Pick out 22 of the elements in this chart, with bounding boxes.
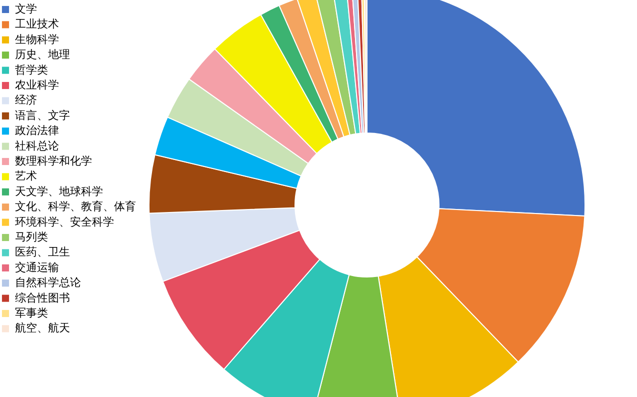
legend-label: 交通运输 [15,260,59,274]
legend-label: 数理科学和化学 [15,154,92,168]
legend-label: 工业技术 [15,18,59,31]
legend-label: 马列类 [15,230,48,244]
legend-label: 政治法律 [15,124,59,138]
legend-label: 哲学类 [15,63,48,76]
legend-label: 艺术 [15,170,37,183]
legend-label: 文学 [15,2,37,16]
legend-label: 航空、航天 [15,322,70,335]
legend-label: 社科总论 [15,139,59,152]
legend-label: 军事类 [15,306,48,320]
legend-label: 历史、地理 [15,48,70,62]
legend-label: 天文学、地球科学 [15,184,103,198]
legend-label: 语言、文字 [15,108,70,122]
legend-label: 医药、卫生 [15,246,70,259]
legend-label: 综合性图书 [15,291,70,304]
legend-label: 农业科学 [15,78,59,92]
legend-label: 环境科学、安全科学 [15,215,114,228]
legend-label: 经济 [15,94,37,107]
legend-label: 生物科学 [15,32,59,46]
legend-label: 文化、科学、教育、体育 [15,200,136,214]
legend-label: 自然科学总论 [15,276,81,290]
